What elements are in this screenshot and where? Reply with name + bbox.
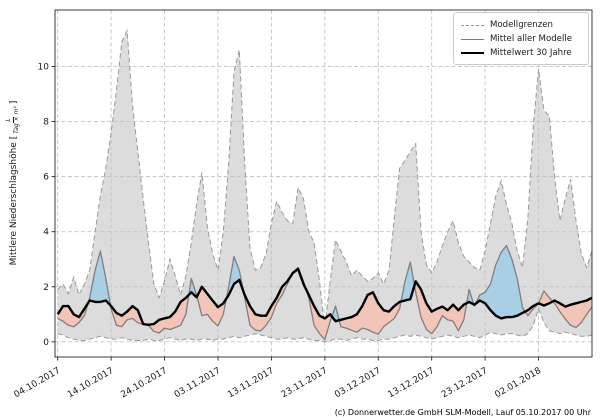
above-normal-fill	[88, 251, 111, 306]
x-tick-label: 14.10.2017	[66, 366, 116, 400]
above-normal-fill	[401, 262, 415, 302]
legend-label: Mittelwert 30 Jahre	[490, 48, 572, 58]
x-tick-label: 13.12.2017	[387, 366, 437, 400]
legend: Modellgrenzen Mittel aller Modelle Mittelw…	[453, 12, 589, 65]
below-normal-fill	[339, 292, 401, 335]
below-normal-fill	[306, 289, 332, 340]
y-tick-label: 10	[38, 62, 50, 72]
x-tick-label: 03.12.2017	[333, 366, 383, 400]
legend-item-1: Mittel aller Modelle	[461, 32, 582, 46]
climatology-line	[56, 267, 593, 326]
unit-denominator: Tag × m²	[12, 106, 20, 134]
y-tick-label: 8	[43, 118, 49, 128]
legend-item-2: Mittelwert 30 Jahre	[461, 46, 582, 60]
below-normal-fill	[243, 274, 292, 331]
plot-border	[54, 9, 593, 358]
y-axis-label: Mittlere Niederschlagshöhe [L Tag × m²]	[4, 18, 24, 348]
copyright-footer: (c) Donnerwetter.de GmbH SLM-Modell, Lau…	[334, 408, 591, 417]
x-tick-label: 13.11.2017	[226, 366, 276, 400]
unit-bracket-close: ]	[9, 100, 19, 105]
legend-black-line-icon	[461, 52, 484, 54]
below-normal-fill	[197, 286, 227, 326]
x-tick-label: 04.10.2017	[13, 366, 63, 400]
x-tick-label: 23.12.2017	[440, 366, 490, 400]
unit-bracket-open: [	[9, 135, 19, 140]
y-tick-label: 2	[43, 283, 49, 293]
above-normal-fill	[226, 256, 244, 299]
x-tick-label: 02.01.2018	[493, 366, 543, 401]
tick-marks	[51, 66, 540, 361]
unit-fraction: L Tag × m²	[5, 105, 21, 135]
y-tick-label: 4	[43, 228, 49, 238]
x-tick-label: 03.11.2017	[173, 366, 223, 400]
y-tick-label: 6	[43, 173, 49, 183]
y-tick-label: 0	[43, 338, 49, 348]
y-axis-label-text: Mittlere Niederschlagshöhe	[9, 142, 19, 266]
legend-dashed-line-icon	[461, 24, 484, 26]
legend-item-0: Modellgrenzen	[461, 18, 582, 32]
upper-model-bound-line	[57, 28, 593, 329]
x-tick-label: 23.11.2017	[280, 366, 330, 400]
model-range-band	[57, 30, 592, 342]
lower-model-bound-line	[57, 307, 593, 343]
below-normal-fill	[110, 294, 189, 333]
legend-label: Mittel aller Modelle	[490, 34, 573, 44]
legend-gray-line-icon	[461, 38, 484, 40]
x-tick-label: 24.10.2017	[119, 366, 169, 400]
legend-label: Modellgrenzen	[490, 20, 553, 30]
